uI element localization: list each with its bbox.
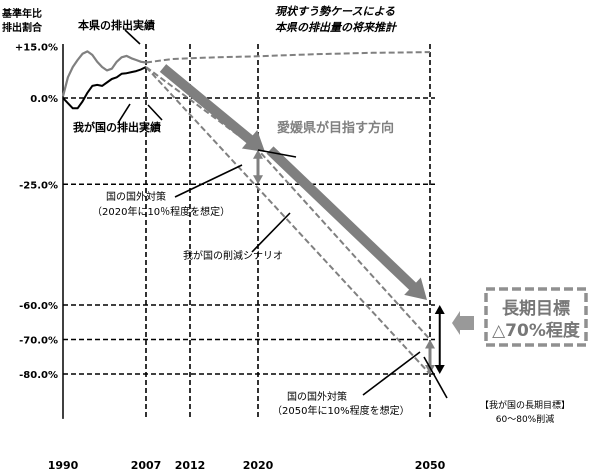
longterm-goal-box <box>484 287 588 347</box>
leader-line-3 <box>174 164 243 198</box>
label-intl-2020-line2: （2020年に10％程度を想定） <box>92 205 230 218</box>
x-tick-label: 2050 <box>415 459 446 472</box>
goal-pointer-arrow <box>452 311 474 335</box>
double-arrow-1-head-bottom <box>425 365 435 374</box>
x-tick-label: 2012 <box>175 459 206 472</box>
y-tick-label: 0.0% <box>30 94 58 105</box>
leader-line-6 <box>423 356 448 399</box>
leader-line-0 <box>124 29 141 45</box>
leader-line-7 <box>257 149 297 158</box>
arrows <box>117 29 474 399</box>
label-intl-2020-line1: 国の国外対策 <box>106 190 166 203</box>
label-longterm-goal-line2: 60～80%削減 <box>496 413 554 425</box>
y-tick-label: -70.0% <box>19 336 58 347</box>
x-tick-label: 2007 <box>131 459 162 472</box>
x-tick-label: 1990 <box>48 459 79 472</box>
box-line1: 長期目標 <box>502 298 570 319</box>
label-japan-actual: 我が国の排出実績 <box>73 120 161 134</box>
series-line-1 <box>62 66 147 110</box>
label-longterm-goal-line1: 【我が国の長期目標】 <box>480 399 570 411</box>
series-line-0 <box>61 50 147 97</box>
double-arrow-2-head-top <box>434 305 445 314</box>
series-line-3 <box>145 66 431 341</box>
ylabel-line1: 基準年比 <box>1 7 42 20</box>
leader-line-4 <box>251 212 291 253</box>
direction-arrow-upper <box>159 64 265 152</box>
y-tick-label: -80.0% <box>19 370 58 381</box>
series-line-4 <box>145 66 431 375</box>
direction-arrow-lower <box>266 146 427 300</box>
label-direction: 愛媛県が目指す方向 <box>277 120 394 136</box>
y-tick-label: -60.0% <box>19 301 58 312</box>
double-arrow-1-head-top <box>425 339 435 349</box>
double-arrow-0-head-bottom <box>253 175 263 185</box>
leader-line-5 <box>362 351 421 396</box>
label-trend-line2: 本県の排出量の将来推計 <box>275 21 398 34</box>
ylabel-line2: 排出割合 <box>2 21 43 34</box>
x-tick-label: 2020 <box>243 459 274 472</box>
series-line-2 <box>145 51 431 64</box>
leader-line-1 <box>117 103 131 124</box>
label-scenario: 我が国の削減シナリオ <box>183 249 283 262</box>
box-line2: △70%程度 <box>492 320 581 341</box>
label-intl-2050-line2: （2050年に10%程度を想定） <box>272 404 410 417</box>
double-arrow-0-head-top <box>253 149 263 159</box>
y-tick-label: -25.0% <box>19 180 58 191</box>
y-tick-label: +15.0% <box>15 42 58 53</box>
label-trend-line1: 現状すう勢ケースによる <box>275 5 395 18</box>
label-pref-actual: 本県の排出実績 <box>78 18 155 32</box>
leader-line-2 <box>147 104 163 121</box>
double-arrow-2-head-bottom <box>434 365 445 374</box>
label-intl-2050-line1: 国の国外対策 <box>287 390 347 403</box>
